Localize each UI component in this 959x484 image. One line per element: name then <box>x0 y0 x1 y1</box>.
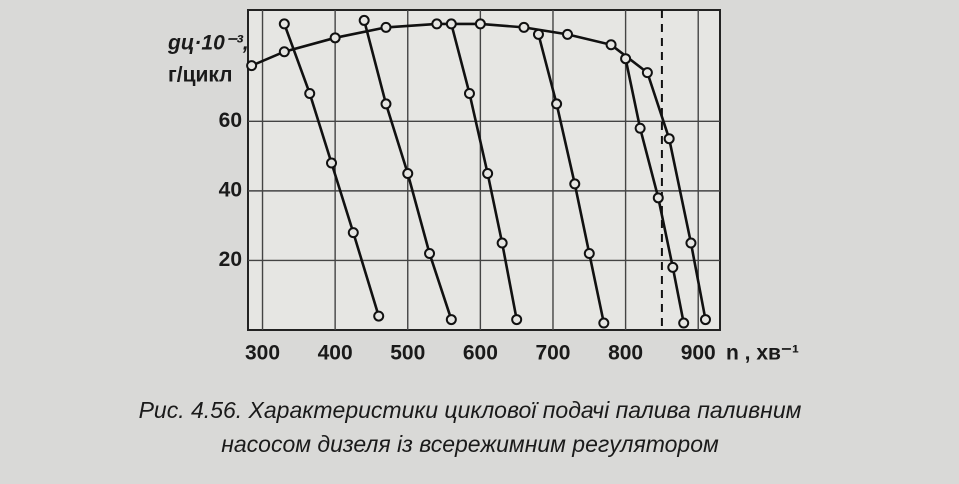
y-axis-label: gц·10⁻³, <box>167 32 249 55</box>
x-tick-label: 600 <box>463 342 498 365</box>
data-point <box>304 87 316 99</box>
data-point <box>699 314 711 326</box>
data-point <box>380 21 392 33</box>
data-point <box>511 314 523 326</box>
x-tick-label: 500 <box>390 342 425 365</box>
x-tick-label: 300 <box>245 342 280 365</box>
data-point <box>641 67 653 79</box>
data-point <box>278 46 290 58</box>
data-point <box>358 14 370 26</box>
data-point <box>518 21 530 33</box>
data-point <box>246 60 258 72</box>
data-point <box>402 167 414 179</box>
x-tick-label: 900 <box>681 342 716 365</box>
data-point <box>373 310 385 322</box>
data-point <box>278 18 290 30</box>
data-point <box>482 167 494 179</box>
data-point <box>329 32 341 44</box>
data-point <box>667 261 679 273</box>
x-axis-label: n , хв⁻¹ <box>726 342 799 365</box>
data-point <box>620 53 632 65</box>
data-point <box>652 192 664 204</box>
data-point <box>562 28 574 40</box>
data-point <box>326 157 338 169</box>
data-point <box>598 317 610 329</box>
data-point <box>463 87 475 99</box>
data-point <box>663 133 675 145</box>
data-point <box>532 28 544 40</box>
data-point <box>678 317 690 329</box>
data-point <box>474 18 486 30</box>
data-point <box>347 227 359 239</box>
y-tick-label: 40 <box>219 178 242 201</box>
y-axis-label: г/цикл <box>168 64 233 87</box>
caption-line: Рис. 4.56. Характеристики циклової подач… <box>139 397 802 423</box>
data-point <box>634 122 646 134</box>
data-point <box>431 18 443 30</box>
data-point <box>445 314 457 326</box>
data-point <box>605 39 617 51</box>
data-point <box>569 178 581 190</box>
x-tick-label: 400 <box>318 342 353 365</box>
data-point <box>380 98 392 110</box>
x-tick-label: 700 <box>535 342 570 365</box>
data-point <box>496 237 508 249</box>
y-tick-label: 60 <box>219 109 242 132</box>
y-tick-label: 20 <box>219 248 242 271</box>
data-point <box>551 98 563 110</box>
data-point <box>424 247 436 259</box>
caption-line: насосом дизеля із всережимним регуляторо… <box>221 431 719 457</box>
x-tick-label: 800 <box>608 342 643 365</box>
data-point <box>445 18 457 30</box>
data-point <box>583 247 595 259</box>
data-point <box>685 237 697 249</box>
